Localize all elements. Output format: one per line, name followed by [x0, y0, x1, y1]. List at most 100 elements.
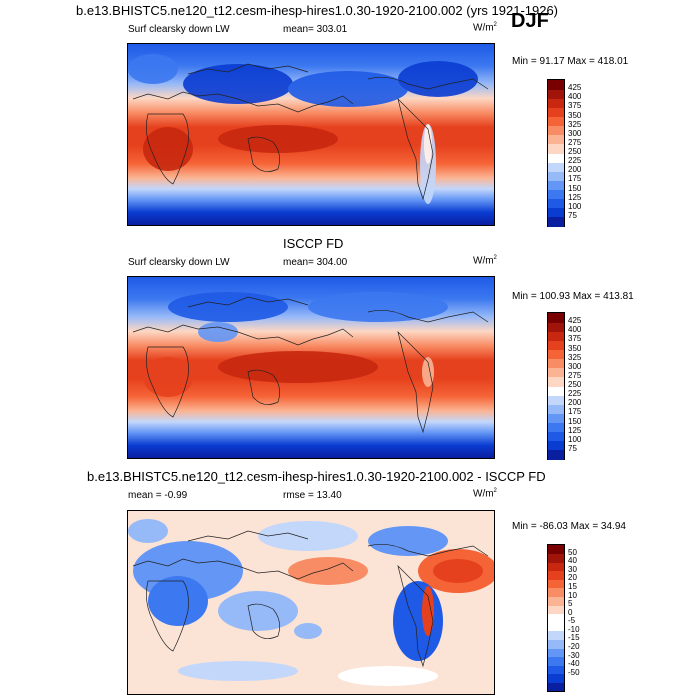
colorbar-tick-label: 100: [568, 434, 582, 444]
colorbar-cell: [548, 570, 564, 580]
colorbar-tick-label: 175: [568, 407, 582, 417]
colorbar-tick-label: 425: [568, 83, 582, 93]
panel1-units: W/m2: [473, 22, 497, 34]
colorbar-tick-label: 375: [568, 101, 582, 111]
colorbar-tick-label: 325: [568, 352, 582, 362]
colorbar-cell: [548, 579, 564, 589]
panel1-minmax: Min = 91.17 Max = 418.01: [512, 56, 629, 67]
season-label: DJF: [511, 10, 549, 32]
colorbar-cell: [548, 395, 564, 405]
colorbar-tick-label: 200: [568, 398, 582, 408]
colorbar-tick-label: 350: [568, 110, 582, 120]
colorbar-cell: [548, 413, 564, 423]
panel3-units: W/m2: [473, 488, 497, 500]
colorbar-cell: [548, 189, 564, 200]
colorbar-tick-label: 75: [568, 210, 577, 220]
colorbar-cell: [548, 198, 564, 209]
colorbar-cell: [548, 80, 564, 90]
panel3-coastlines: [132, 530, 489, 668]
colorbar-tick-label: 400: [568, 92, 582, 102]
colorbar-cell: [548, 404, 564, 414]
panel1-coastlines: [132, 63, 489, 201]
colorbar-tick-label: -50: [568, 667, 580, 677]
colorbar-cell: [548, 153, 564, 163]
panel2-features: [143, 292, 448, 397]
colorbar-cell: [548, 134, 564, 145]
panel1-subtitle: Surf clearsky down LW: [128, 24, 230, 35]
colorbar-tick-label: 10: [568, 590, 577, 600]
colorbar-cell: [548, 216, 564, 227]
colorbar-tick-label: 30: [568, 564, 577, 574]
panel2-map: [127, 276, 495, 459]
panel2-units: W/m2: [473, 255, 497, 267]
panel3-title: b.e13.BHISTC5.ne120_t12.cesm-ihesp-hires…: [87, 469, 546, 484]
panel2-minmax: Min = 100.93 Max = 413.81: [512, 291, 634, 302]
colorbar-cell: [548, 107, 564, 117]
panel1-map: [127, 43, 495, 226]
colorbar-cell: [548, 596, 564, 606]
colorbar-tick-label: 250: [568, 380, 582, 389]
colorbar-cell: [548, 656, 564, 666]
panel3-mean: mean = -0.99: [128, 490, 188, 501]
colorbar-cell: [548, 125, 564, 136]
colorbar-tick-label: 20: [568, 573, 577, 583]
panel3-rmse: rmse = 13.40: [283, 490, 342, 501]
colorbar-tick-label: 150: [568, 416, 582, 426]
panel2-title: ISCCP FD: [283, 236, 344, 251]
colorbar-cell: [548, 322, 564, 332]
colorbar-cell: [548, 431, 564, 442]
colorbar-cell: [548, 630, 564, 640]
colorbar-tick-label: -30: [568, 650, 580, 660]
panel2-subtitle: Surf clearsky down LW: [128, 257, 230, 268]
colorbar-cell: [548, 207, 564, 218]
colorbar-tick-label: 200: [568, 165, 582, 175]
colorbar-tick-label: 300: [568, 361, 582, 371]
colorbar-cell: [548, 331, 564, 341]
colorbar-cell: [548, 349, 564, 360]
panel3-map: [127, 510, 495, 695]
colorbar-tick-label: 0: [568, 607, 573, 617]
colorbar-tick-label: 275: [568, 370, 582, 380]
colorbar-tick-label: 5: [568, 599, 573, 609]
colorbar-cell: [548, 665, 564, 675]
panel2-mean: mean= 304.00: [283, 257, 348, 268]
colorbar-cell: [548, 367, 564, 378]
colorbar-tick-label: 125: [568, 192, 582, 202]
colorbar-cell: [548, 162, 564, 172]
colorbar-cell: [548, 376, 564, 387]
colorbar-tick-label: -15: [568, 633, 580, 643]
colorbar-tick-label: 300: [568, 128, 582, 138]
colorbar-tick-label: 325: [568, 119, 582, 129]
colorbar-cell: [548, 553, 564, 563]
colorbar-cell: [548, 358, 564, 369]
colorbar-cell: [548, 648, 564, 658]
panel2-colorbar: [547, 312, 565, 460]
colorbar-cell: [548, 386, 564, 396]
colorbar-cell: [548, 673, 564, 683]
colorbar-cell: [548, 171, 564, 181]
panel1-colorbar: [547, 79, 565, 227]
colorbar-cell: [548, 89, 564, 99]
colorbar-cell: [548, 116, 564, 127]
panel3-colorbar: [547, 544, 565, 692]
colorbar-tick-label: 225: [568, 389, 582, 399]
panel1-mean: mean= 303.01: [283, 24, 348, 35]
colorbar-tick-label: 15: [568, 581, 577, 591]
colorbar-cell: [548, 422, 564, 433]
colorbar-tick-label: -40: [568, 659, 580, 669]
colorbar-cell: [548, 545, 564, 555]
colorbar-cell: [548, 340, 564, 350]
colorbar-tick-label: 40: [568, 556, 577, 566]
colorbar-tick-label: 425: [568, 316, 582, 326]
colorbar-cell: [548, 622, 564, 632]
colorbar-cell: [548, 562, 564, 572]
colorbar-cell: [548, 449, 564, 460]
colorbar-cell: [548, 587, 564, 598]
panel2-coastlines: [132, 296, 489, 434]
colorbar-tick-label: 400: [568, 325, 582, 335]
figure-title: b.e13.BHISTC5.ne120_t12.cesm-ihesp-hires…: [76, 3, 559, 18]
colorbar-tick-label: 125: [568, 425, 582, 435]
colorbar-tick-label: 375: [568, 334, 582, 344]
colorbar-cell: [548, 639, 564, 649]
panel3-minmax: Min = -86.03 Max = 34.94: [512, 521, 626, 532]
